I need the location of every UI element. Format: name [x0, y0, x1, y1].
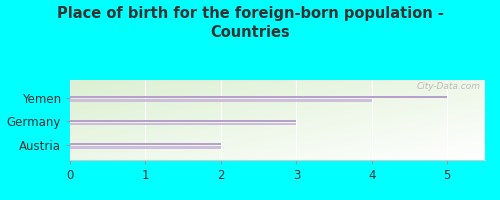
Text: City-Data.com: City-Data.com [417, 82, 481, 91]
Text: Place of birth for the foreign-born population -
Countries: Place of birth for the foreign-born popu… [56, 6, 444, 40]
Bar [70, 120, 296, 122]
Bar [70, 96, 448, 98]
Bar [70, 99, 372, 102]
Bar [70, 146, 221, 149]
Bar [70, 143, 221, 145]
Bar [70, 123, 296, 125]
